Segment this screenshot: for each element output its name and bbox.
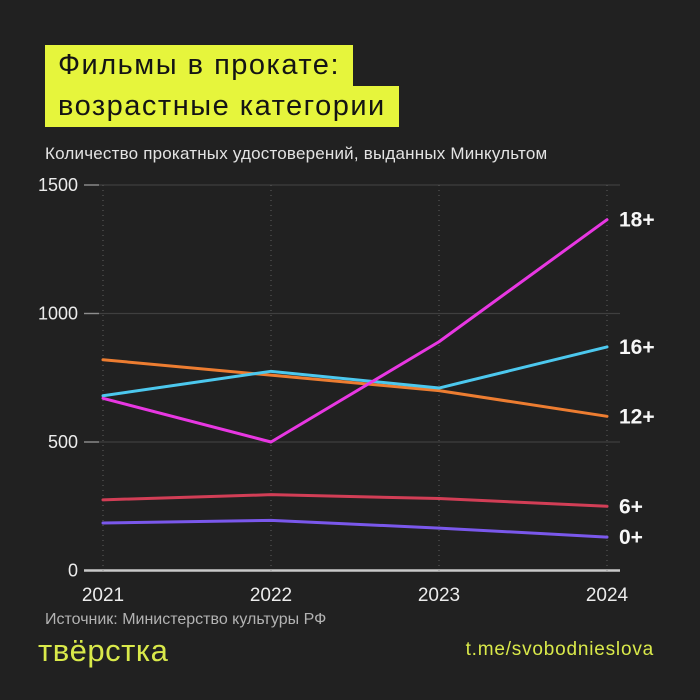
y-tick-label: 0 xyxy=(68,561,78,581)
y-tick-label: 500 xyxy=(48,432,78,452)
x-tick-label: 2024 xyxy=(586,585,629,606)
chart-subtitle: Количество прокатных удостоверений, выда… xyxy=(45,144,548,163)
series-label-16+: 16+ xyxy=(619,336,655,359)
series-line-6+ xyxy=(101,493,609,508)
page-title: Фильмы в прокате: возрастные категории xyxy=(45,45,399,127)
series-line-18+ xyxy=(101,218,609,444)
series-label-18+: 18+ xyxy=(619,209,655,232)
series-line-12+ xyxy=(101,358,609,418)
page-title-line2: возрастные категории xyxy=(45,86,399,127)
x-tick-label: 2022 xyxy=(250,585,292,606)
y-tick-label: 1000 xyxy=(38,304,78,324)
y-tick-label: 1500 xyxy=(38,175,78,195)
series-label-0+: 0+ xyxy=(619,526,643,549)
x-tick-label: 2023 xyxy=(418,585,460,606)
series-line-16+ xyxy=(101,345,609,398)
page-title-line1: Фильмы в прокате: xyxy=(45,45,353,86)
series-line-0+ xyxy=(101,518,609,539)
verstka-logo: твёрстка xyxy=(38,633,169,668)
series-label-6+: 6+ xyxy=(619,495,643,518)
telegram-link[interactable]: t.me/svobodnieslova xyxy=(465,639,654,660)
series-label-12+: 12+ xyxy=(619,405,655,428)
source-caption: Источник: Министерство культуры РФ xyxy=(45,611,327,628)
x-tick-label: 2021 xyxy=(82,585,124,606)
